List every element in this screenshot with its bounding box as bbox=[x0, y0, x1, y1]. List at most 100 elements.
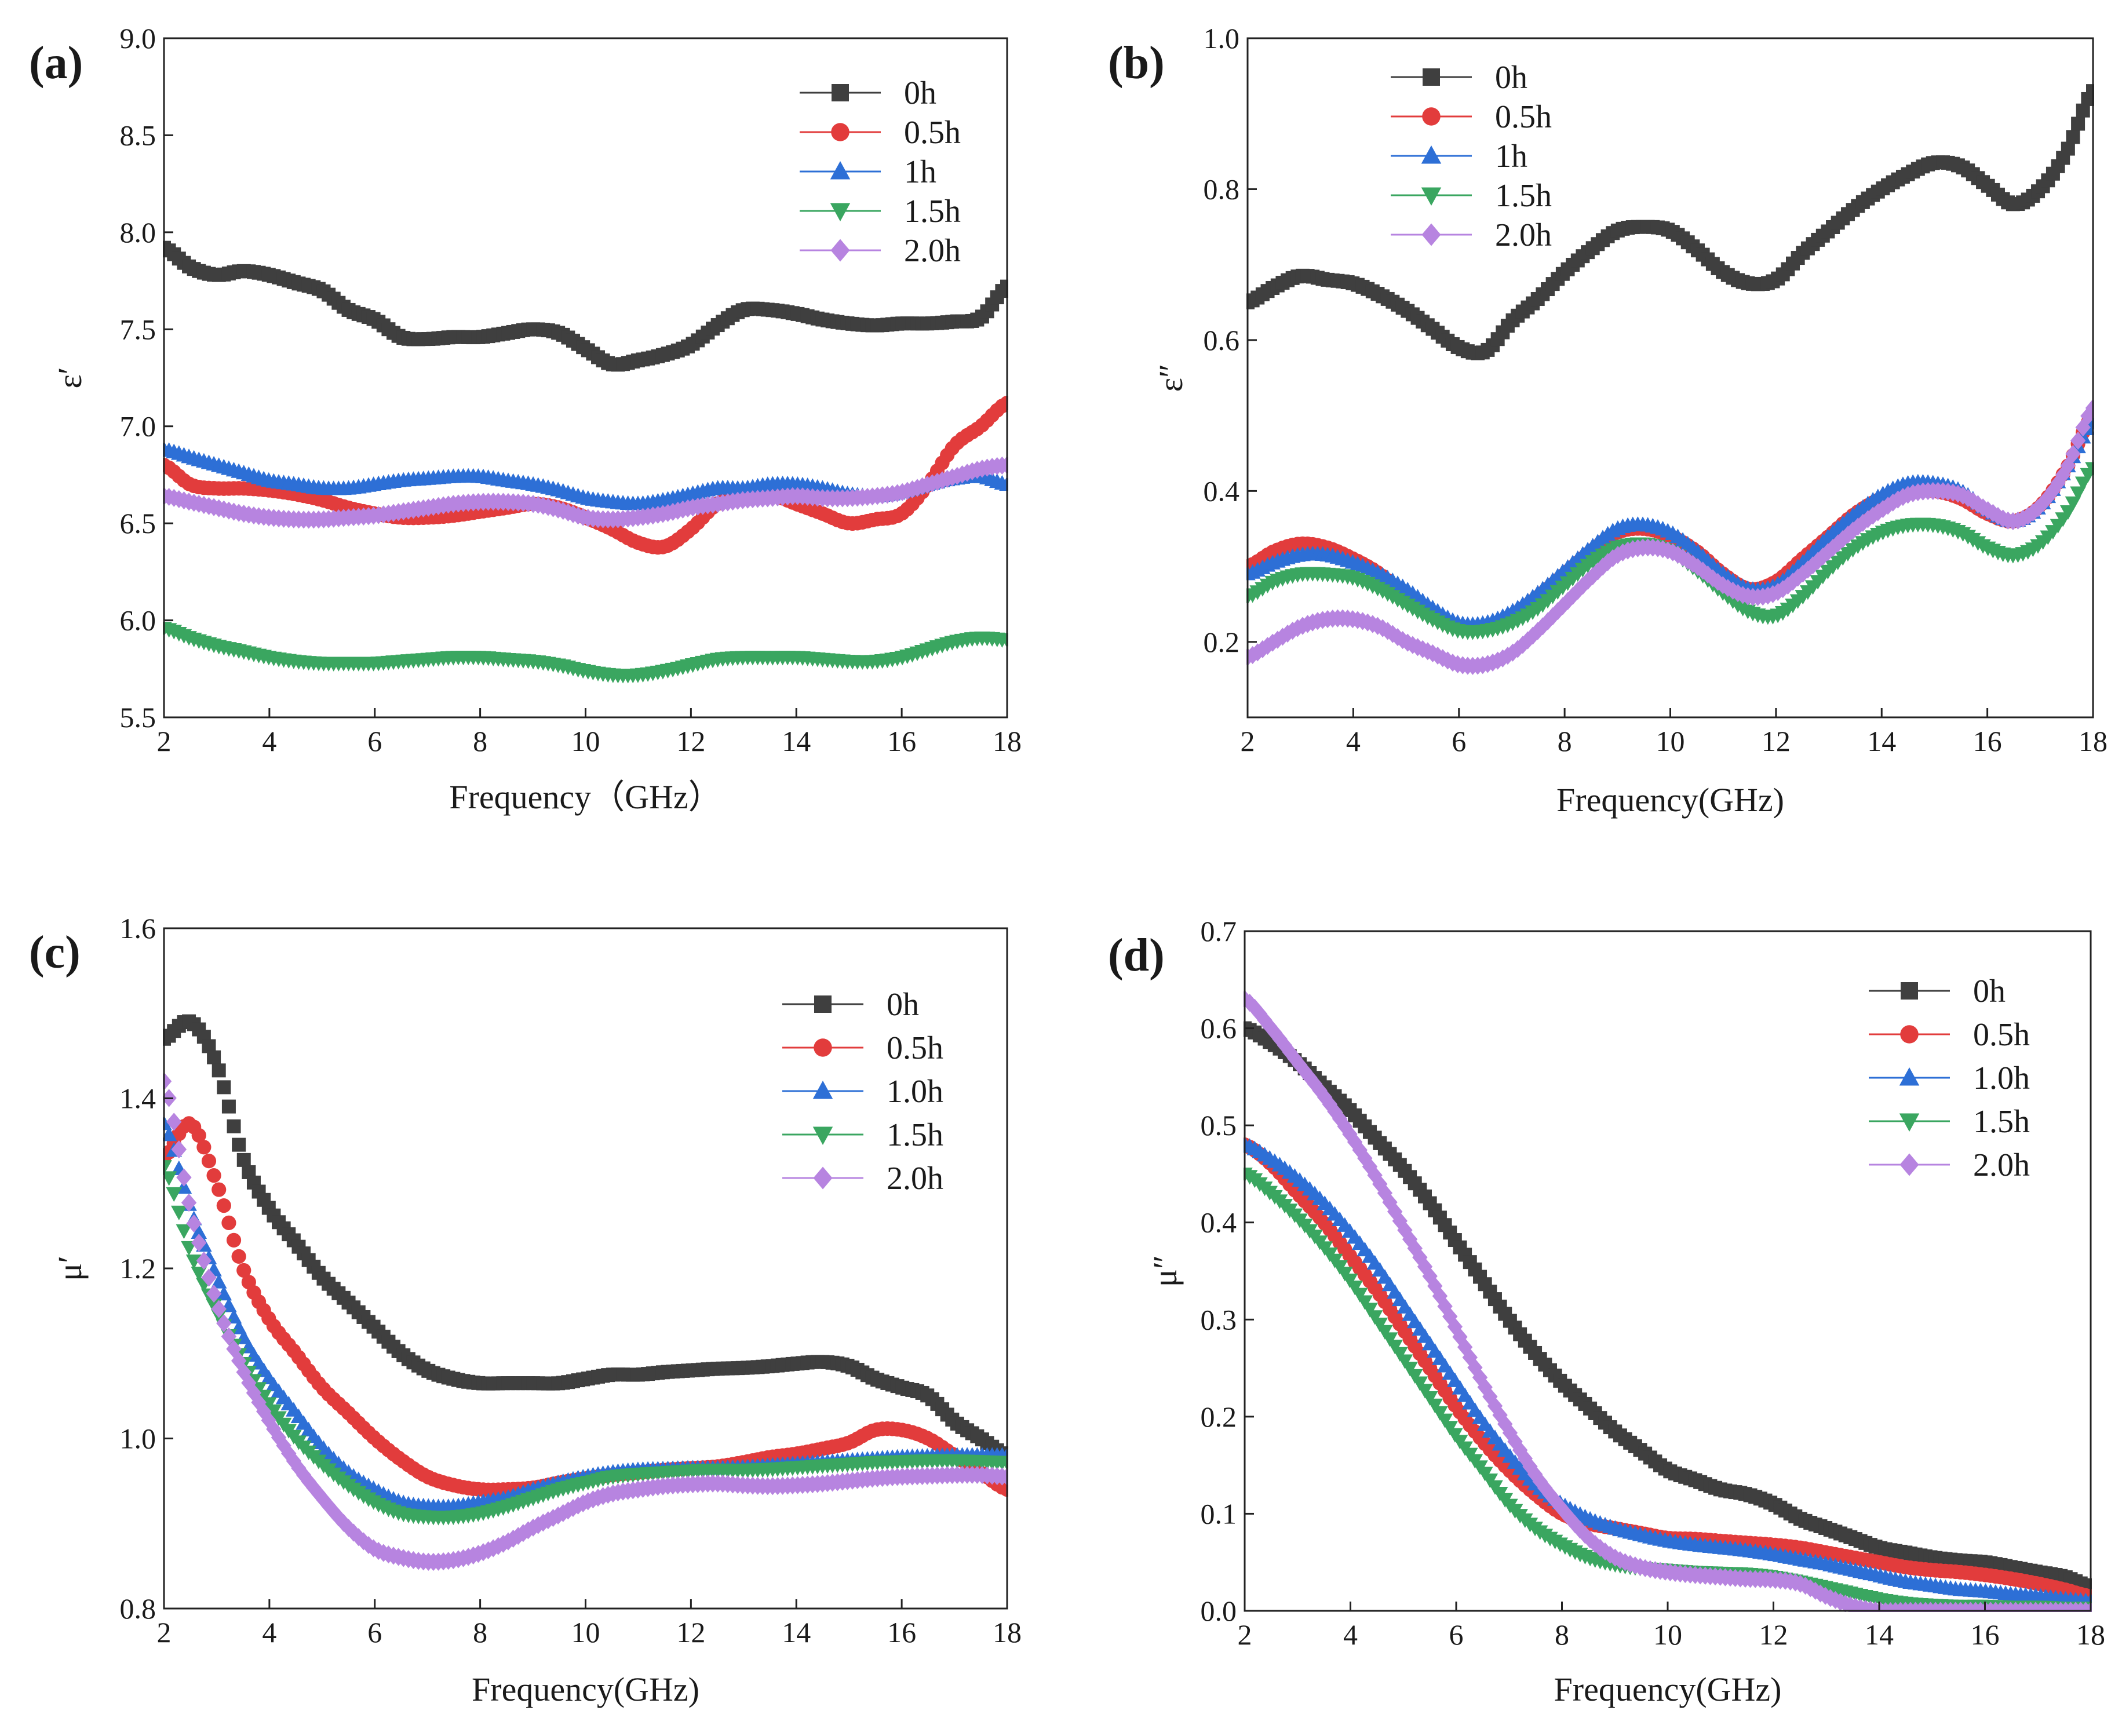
data-point bbox=[2085, 462, 2094, 477]
data-point bbox=[185, 1254, 202, 1270]
data-point bbox=[1327, 1102, 1343, 1121]
x-tick-label: 16 bbox=[1973, 725, 2002, 757]
data-point bbox=[1505, 643, 1521, 662]
x-tick-label: 2 bbox=[1238, 1618, 1252, 1651]
data-point bbox=[216, 1314, 232, 1333]
legend-marker bbox=[1421, 223, 1441, 246]
legend-label: 2.0h bbox=[904, 233, 961, 269]
panel-label: (c) bbox=[29, 927, 81, 978]
data-point bbox=[196, 1252, 212, 1270]
data-point bbox=[999, 476, 1008, 491]
data-point bbox=[1557, 1503, 1573, 1522]
data-point bbox=[1487, 1396, 1503, 1416]
data-point bbox=[2030, 499, 2046, 517]
data-point bbox=[1377, 1325, 1393, 1340]
legend-label: 1h bbox=[904, 154, 936, 190]
legend-marker bbox=[812, 1081, 833, 1099]
data-point bbox=[1685, 555, 1701, 573]
data-point bbox=[227, 1119, 241, 1133]
data-point bbox=[236, 1263, 251, 1278]
data-point bbox=[1387, 1340, 1403, 1355]
legend-label: 1.5h bbox=[1973, 1104, 2030, 1140]
data-point bbox=[1261, 1017, 1278, 1036]
y-tick-label: 0.7 bbox=[1201, 915, 1237, 947]
x-tick-label: 4 bbox=[262, 1616, 276, 1649]
data-point bbox=[1352, 1141, 1368, 1159]
legend-item: 2.0h bbox=[782, 1161, 943, 1197]
legend-item: 0.5h bbox=[782, 1030, 943, 1066]
x-axis-title: Frequency(GHz) bbox=[472, 1671, 699, 1708]
data-point bbox=[212, 1063, 226, 1078]
data-point bbox=[2055, 465, 2071, 484]
data-point bbox=[1392, 1347, 1408, 1362]
series-2.0h bbox=[1246, 399, 2094, 675]
legend-marker bbox=[1899, 1067, 1920, 1086]
series-0.5h bbox=[1244, 1137, 2092, 1604]
series-1.5h bbox=[163, 1160, 1008, 1526]
data-point bbox=[296, 1465, 312, 1485]
panel-label: (d) bbox=[1108, 930, 1165, 981]
plot-area bbox=[1246, 84, 2094, 675]
data-point bbox=[166, 1187, 183, 1202]
data-point bbox=[1244, 993, 1257, 1012]
data-point bbox=[212, 1182, 227, 1197]
legend-item: 1.0h bbox=[1869, 1060, 2030, 1096]
legend-label: 0.5h bbox=[904, 115, 961, 151]
x-tick-label: 12 bbox=[676, 725, 705, 757]
legend-label: 0h bbox=[1495, 60, 1527, 96]
data-point bbox=[2065, 496, 2081, 511]
legend-item: 2.0h bbox=[1869, 1147, 2030, 1183]
data-point bbox=[1366, 1310, 1383, 1325]
x-tick-label: 16 bbox=[887, 1616, 916, 1649]
data-point bbox=[1580, 571, 1596, 590]
data-point bbox=[1700, 565, 1716, 584]
data-point bbox=[1351, 1288, 1368, 1303]
data-point bbox=[176, 1224, 192, 1239]
data-point bbox=[201, 1268, 217, 1287]
series-1h bbox=[1246, 414, 2094, 631]
y-axis: 5.5 6.0 6.5 7.0 7.5 8.0 8.5 9.0 bbox=[120, 22, 173, 734]
y-tick-label: 0.1 bbox=[1201, 1497, 1237, 1530]
legend-item: 1.5h bbox=[782, 1117, 943, 1153]
legend-item: 0h bbox=[1391, 60, 1527, 96]
data-point bbox=[1421, 1391, 1438, 1406]
legend-item: 0.5h bbox=[1869, 1017, 2030, 1053]
panel-label: (a) bbox=[29, 38, 83, 89]
data-point bbox=[1835, 530, 1851, 548]
data-point bbox=[236, 1153, 251, 1167]
legend-label: 2.0h bbox=[1973, 1147, 2030, 1183]
y-tick-label: 8.0 bbox=[120, 216, 156, 249]
legend-label: 1.0h bbox=[887, 1074, 943, 1110]
data-point bbox=[231, 1249, 246, 1264]
legend-marker bbox=[830, 239, 850, 262]
data-point bbox=[163, 1126, 177, 1141]
legend-marker bbox=[1422, 107, 1441, 126]
legend-item: 1.5h bbox=[1391, 178, 1552, 214]
data-point bbox=[181, 1194, 197, 1212]
legend-label: 0.5h bbox=[1973, 1017, 2030, 1053]
plot-area bbox=[1244, 990, 2092, 1612]
series-2.0h bbox=[163, 456, 1008, 529]
data-point bbox=[216, 1198, 231, 1213]
data-point bbox=[1785, 572, 1801, 591]
x-axis-title: Frequency（GHz） bbox=[449, 778, 721, 816]
x-tick-label: 16 bbox=[887, 725, 916, 757]
legend-marker bbox=[813, 1166, 833, 1190]
data-point bbox=[2025, 503, 2041, 522]
data-point bbox=[2040, 488, 2056, 506]
legend-marker bbox=[1899, 1113, 1920, 1132]
x-tick-label: 18 bbox=[993, 1616, 1022, 1649]
data-point bbox=[191, 1267, 207, 1282]
data-point bbox=[1282, 1043, 1297, 1062]
panel-d: (d)2 4 6 8 10 12 14 16 180.00.10.20.30.40.50.60.… bbox=[1108, 915, 2105, 1708]
legend: 0h 0.5h 1.0h 1.5h 2.0h bbox=[1869, 973, 2030, 1183]
data-point bbox=[1965, 492, 1981, 510]
y-tick-label: 0.2 bbox=[1204, 626, 1240, 658]
series-2.0h bbox=[163, 1072, 1008, 1571]
data-point bbox=[1260, 637, 1275, 655]
data-point bbox=[1535, 617, 1551, 636]
panel-c: (c) 2 4 6 8 10 12 14 16 18 0.8 1.0 1.2 1.4 1.6 Frequenc… bbox=[29, 912, 1022, 1708]
y-tick-label: 0.4 bbox=[1204, 475, 1240, 507]
legend-item: 0.5h bbox=[800, 115, 961, 151]
data-point bbox=[221, 1215, 236, 1231]
